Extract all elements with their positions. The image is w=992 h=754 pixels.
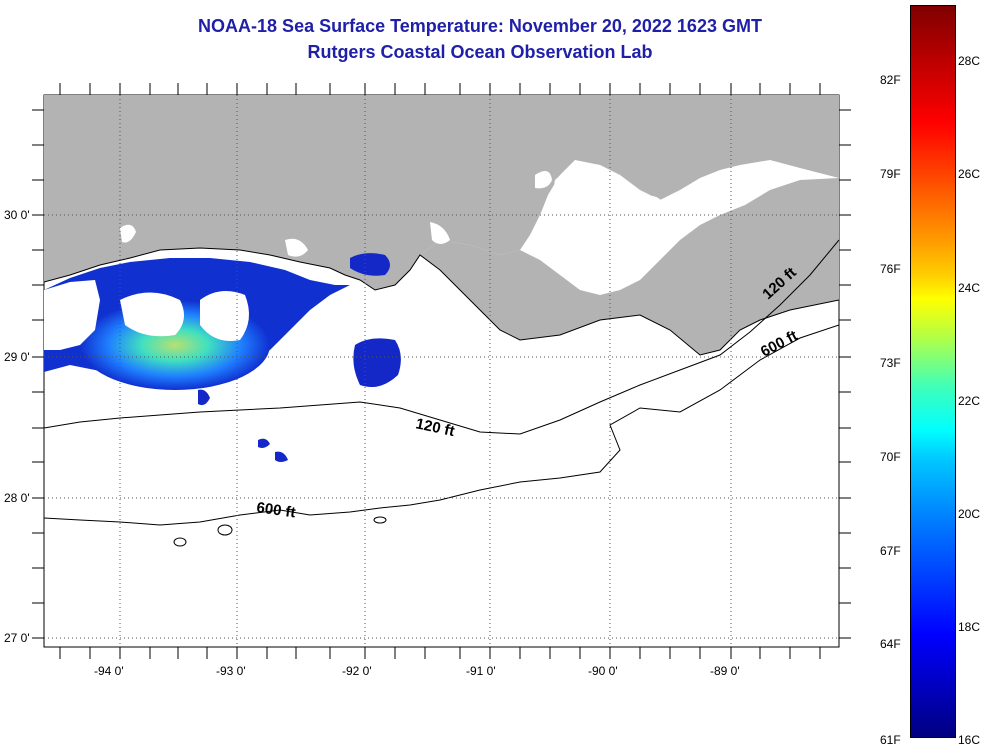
sst-cold-patch — [353, 338, 401, 388]
contour-600ft — [44, 324, 839, 526]
latitude-label: 27 0' — [4, 631, 30, 645]
latitude-label: 30 0' — [4, 208, 30, 222]
delta-land — [420, 178, 839, 355]
longitude-label: -90 0' — [588, 664, 618, 678]
colorbar-celsius-label: 22C — [958, 394, 981, 408]
cloud-gap — [44, 280, 100, 350]
colorbar-fahrenheit-label: 76F — [880, 262, 901, 276]
colorbar-celsius-label: 28C — [958, 54, 981, 68]
colorbar-celsius-label: 18C — [958, 620, 981, 634]
map-ticks — [32, 83, 851, 659]
colorbar-fahrenheit-label: 67F — [880, 544, 901, 558]
coastline — [44, 247, 839, 356]
longitude-label: -94 0' — [94, 664, 124, 678]
lake — [285, 238, 308, 257]
map-subtitle: Rutgers Coastal Ocean Observation Lab — [307, 42, 653, 62]
lake — [120, 224, 136, 243]
temperature-colorbar — [910, 5, 956, 738]
colorbar-fahrenheit-label: 79F — [880, 167, 901, 181]
cloud-gap — [120, 292, 184, 337]
contour-island — [217, 524, 233, 536]
sst-cold-patch — [198, 389, 210, 406]
contour-120ft — [44, 239, 839, 435]
colorbar-fahrenheit-label: 61F — [880, 733, 901, 747]
map-title: NOAA-18 Sea Surface Temperature: Novembe… — [198, 16, 762, 36]
longitude-label: -93 0' — [216, 664, 246, 678]
map-grid — [44, 95, 839, 647]
sst-cold-patch — [258, 438, 270, 448]
longitude-label: -89 0' — [710, 664, 740, 678]
colorbar-celsius-label: 16C — [958, 733, 981, 747]
colorbar-celsius-label: 26C — [958, 167, 981, 181]
lake — [535, 171, 552, 189]
sst-cold-patch — [275, 451, 288, 462]
colorbar-celsius-label: 24C — [958, 281, 981, 295]
colorbar-fahrenheit-label: 64F — [880, 637, 901, 651]
lake — [554, 164, 626, 212]
contour-island — [373, 516, 387, 524]
contour-island — [173, 537, 187, 547]
lake — [568, 236, 588, 259]
colorbar-fahrenheit-label: 70F — [880, 450, 901, 464]
land-area — [44, 95, 839, 290]
colorbar-fahrenheit-label: 73F — [880, 356, 901, 370]
colorbar-fahrenheit-label: 82F — [880, 73, 901, 87]
latitude-label: 28 0' — [4, 491, 30, 505]
sst-cold-patch — [350, 253, 390, 276]
longitude-label: -91 0' — [466, 664, 496, 678]
contour-label: 600 ft — [255, 499, 296, 521]
latitude-label: 29 0' — [4, 350, 30, 364]
colorbar-celsius-label: 20C — [958, 507, 981, 521]
lake — [640, 196, 665, 213]
lake — [430, 222, 450, 244]
longitude-label: -92 0' — [342, 664, 372, 678]
